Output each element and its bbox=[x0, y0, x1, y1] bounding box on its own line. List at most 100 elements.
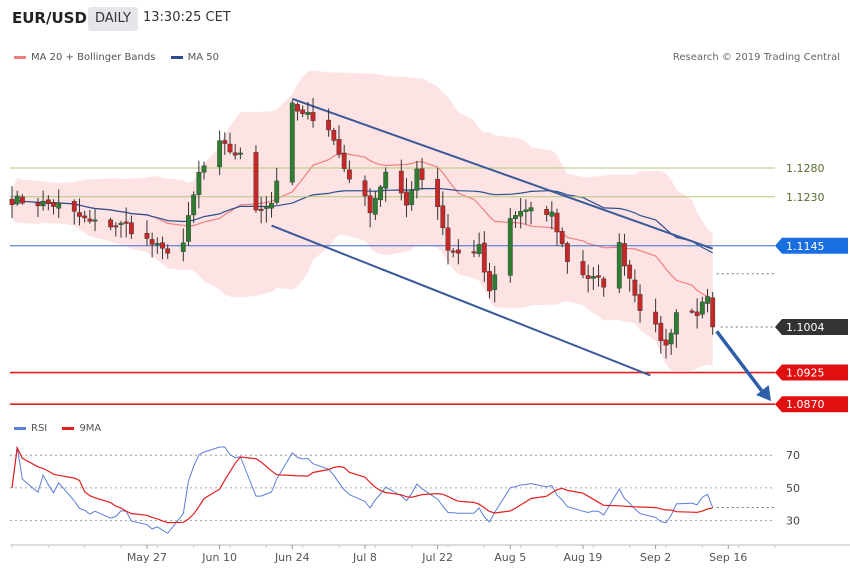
candle-body bbox=[45, 199, 51, 205]
x-tick-label: Sep 2 bbox=[640, 551, 671, 564]
candle-body bbox=[253, 152, 259, 211]
x-tick-label: Aug 5 bbox=[494, 551, 526, 564]
level-label-box-1.1145 bbox=[775, 237, 848, 254]
candle-body bbox=[409, 189, 415, 205]
candle-body bbox=[632, 279, 638, 296]
candle-body bbox=[9, 198, 15, 206]
legend-item-rsi: RSI bbox=[14, 423, 47, 434]
candle-body bbox=[596, 275, 601, 278]
candle-body bbox=[367, 195, 373, 214]
candle-body bbox=[144, 232, 150, 239]
forecast-arrow-head bbox=[756, 385, 771, 402]
candle-body bbox=[476, 244, 482, 254]
candle-body bbox=[331, 130, 337, 141]
price-panel bbox=[9, 70, 848, 413]
candle-body bbox=[528, 207, 534, 212]
legend-label-rsi: RSI bbox=[31, 423, 48, 434]
chart-header: EUR/USD DAILY 13:30:25 CET bbox=[0, 0, 850, 38]
x-tick-label: Jul 8 bbox=[352, 551, 377, 564]
candle-body bbox=[87, 218, 93, 222]
candle-body bbox=[362, 180, 368, 197]
price-legend: MA 20 + Bollinger Bands MA 50 bbox=[14, 52, 231, 63]
candle-body bbox=[71, 201, 77, 212]
candle-body bbox=[51, 202, 56, 207]
candle-body bbox=[295, 104, 300, 112]
candle-body bbox=[549, 211, 555, 217]
candle-body bbox=[585, 275, 591, 279]
x-tick-label: Jun 24 bbox=[274, 551, 310, 564]
candle-body bbox=[710, 297, 716, 328]
candle-body bbox=[601, 278, 607, 288]
candle-body bbox=[19, 196, 25, 204]
candles bbox=[9, 98, 716, 359]
legend-label-9ma: 9MA bbox=[79, 423, 102, 434]
candle-body bbox=[668, 332, 674, 345]
candle-body bbox=[300, 109, 306, 114]
candle-body bbox=[419, 168, 425, 180]
candle-body bbox=[705, 296, 710, 304]
x-tick-label: May 27 bbox=[127, 551, 167, 564]
candle-body bbox=[237, 152, 243, 155]
candle-body bbox=[694, 311, 700, 316]
x-tick-label: Sep 16 bbox=[709, 551, 747, 564]
legend-item-9ma: 9MA bbox=[62, 423, 101, 434]
candle-body bbox=[658, 322, 664, 342]
candle-body bbox=[492, 274, 498, 290]
candle-body bbox=[165, 248, 171, 254]
level-label-1.0925: 1.0925 bbox=[786, 367, 825, 380]
legend-label-ma50: MA 50 bbox=[187, 52, 219, 63]
candle-body bbox=[414, 168, 420, 191]
candle-body bbox=[544, 209, 550, 215]
bollinger-band-area bbox=[12, 70, 713, 371]
rsi-tick-label-50: 50 bbox=[786, 482, 800, 495]
candle-body bbox=[590, 276, 596, 279]
candle-body bbox=[82, 215, 88, 219]
candle-body bbox=[471, 251, 477, 254]
candle-body bbox=[622, 243, 627, 267]
candle-body bbox=[481, 242, 487, 273]
symbol-title: EUR/USD bbox=[12, 9, 87, 27]
candle-body bbox=[346, 169, 352, 180]
candle-body bbox=[487, 271, 492, 292]
ma50-line bbox=[11, 187, 713, 254]
rsi-legend: RSI 9MA bbox=[14, 423, 113, 434]
candle-body bbox=[14, 195, 20, 205]
candle-body bbox=[108, 219, 114, 228]
legend-swatch-9ma bbox=[62, 426, 75, 430]
candle-body bbox=[35, 202, 41, 207]
candle-body bbox=[154, 243, 160, 246]
x-axis bbox=[10, 544, 850, 549]
candle-body bbox=[673, 312, 679, 335]
candle-body bbox=[445, 227, 451, 251]
candle-body bbox=[341, 152, 347, 169]
candle-body bbox=[217, 140, 223, 168]
timeframe-button[interactable]: DAILY bbox=[88, 7, 138, 31]
candle-body bbox=[263, 206, 269, 209]
candle-body bbox=[450, 250, 456, 253]
forecast-arrow-shaft bbox=[715, 330, 767, 397]
level-label-1.1145: 1.1145 bbox=[786, 240, 825, 253]
candle-body bbox=[554, 212, 560, 233]
candle-body bbox=[518, 210, 524, 217]
candle-body bbox=[507, 218, 513, 276]
candle-body bbox=[513, 215, 518, 219]
candle-body bbox=[564, 243, 570, 262]
candle-body bbox=[289, 102, 295, 183]
level-label-box-1.0925 bbox=[775, 364, 848, 381]
legend-item-ma20: MA 20 + Bollinger Bands bbox=[14, 52, 155, 63]
level-label-box-1.1004 bbox=[775, 319, 848, 336]
candle-body bbox=[128, 222, 134, 235]
candle-body bbox=[201, 165, 207, 173]
candle-body bbox=[160, 242, 165, 249]
candle-body bbox=[56, 202, 62, 209]
channel-line-lower bbox=[271, 224, 651, 377]
candle-body bbox=[689, 310, 695, 313]
candle-body bbox=[113, 225, 119, 228]
rsi-tick-label-30: 30 bbox=[786, 515, 800, 528]
level-label-1.0870: 1.0870 bbox=[786, 398, 825, 411]
rsi-9ma-line bbox=[11, 445, 713, 524]
candle-body bbox=[222, 140, 228, 144]
candle-body bbox=[653, 311, 659, 325]
candle-body bbox=[663, 339, 669, 346]
